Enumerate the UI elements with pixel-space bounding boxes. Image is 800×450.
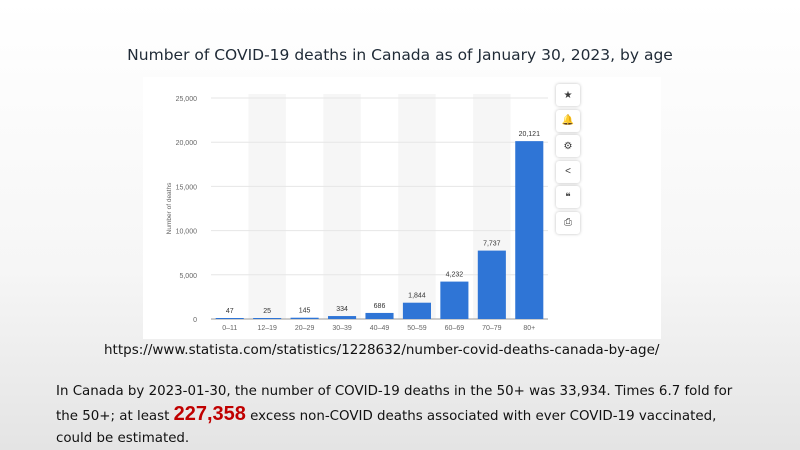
bar-chart: 0 5,000 10,000 15,000 20,000 25,000 Number of … [166, 94, 548, 332]
bar [253, 318, 282, 319]
data-label: 334 [336, 306, 348, 313]
gear-icon[interactable]: ⚙ [556, 135, 580, 157]
data-label: 20,121 [519, 131, 541, 138]
source-url: https://www.statista.com/statistics/1228… [104, 342, 660, 358]
x-tick-label: 30–39 [332, 325, 352, 332]
note-part1: In Canada by 2023-01-30, the number of C… [56, 384, 733, 424]
category-band [398, 94, 436, 319]
x-tick-label: 40–49 [370, 325, 390, 332]
y-axis-label: Number of deaths [166, 182, 173, 234]
bar [477, 250, 506, 319]
star-icon[interactable]: ★ [556, 84, 580, 106]
x-tick-label: 80+ [523, 325, 535, 332]
y-tick-label: 10,000 [176, 229, 198, 236]
chart-toolbar: ★ 🔔 ⚙ < ❝ ⎙ [556, 84, 584, 237]
x-tick-label: 60–69 [445, 325, 465, 332]
y-tick-label: 0 [193, 317, 197, 324]
bar [440, 281, 469, 319]
bar [365, 312, 394, 319]
note-part2: excess non-COVID deaths associated with … [56, 409, 717, 446]
print-icon[interactable]: ⎙ [556, 211, 580, 234]
category-band [323, 94, 361, 319]
bar [515, 141, 544, 319]
data-label: 4,232 [446, 272, 464, 279]
bar [215, 318, 244, 319]
bar [328, 316, 357, 319]
category-band [248, 94, 286, 319]
y-tick-label: 20,000 [176, 140, 198, 147]
excess-deaths-highlight: 227,358 [173, 403, 246, 425]
chart-title: Number of COVID-19 deaths in Canada as o… [127, 46, 673, 64]
x-tick-label: 0–11 [222, 325, 237, 332]
data-label: 686 [374, 303, 386, 310]
data-label: 1,844 [408, 293, 426, 300]
x-tick-label: 20–29 [295, 325, 315, 332]
data-label: 145 [299, 308, 311, 315]
share-icon[interactable]: < [556, 160, 580, 183]
note-text: In Canada by 2023-01-30, the number of C… [56, 381, 756, 450]
x-tick-label: 12–19 [257, 325, 277, 332]
data-label: 7,737 [483, 241, 501, 248]
y-tick-label: 15,000 [176, 184, 198, 191]
bar [402, 302, 431, 319]
x-tick-label: 70–79 [482, 325, 502, 332]
quote-icon[interactable]: ❝ [556, 186, 580, 208]
data-label: 25 [263, 308, 271, 315]
y-tick-label: 25,000 [176, 96, 198, 103]
x-tick-label: 50–59 [407, 325, 427, 332]
data-label: 47 [226, 308, 234, 315]
bar [290, 317, 319, 319]
y-tick-label: 5,000 [179, 273, 197, 280]
bell-icon[interactable]: 🔔 [556, 109, 580, 132]
